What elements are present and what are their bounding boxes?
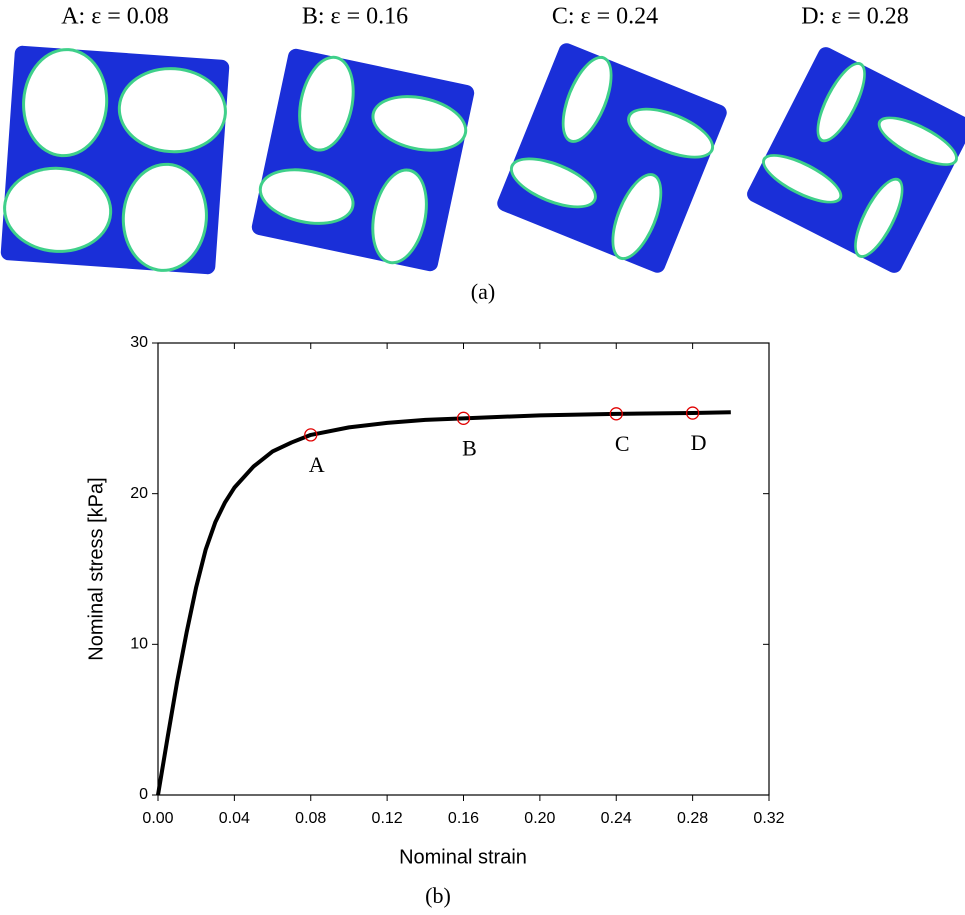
panel-label: D: ε = 0.28	[801, 4, 909, 30]
plot-area: 0.00 0.04 0.08 0.12 0.16 0.20 0.24 0.28 0.32 0 10 2…	[130, 334, 784, 827]
hole	[856, 180, 901, 256]
x-tick-label: 0.20	[524, 810, 555, 827]
x-tick-label: 0.04	[219, 810, 250, 827]
panel-label: B: ε = 0.16	[302, 4, 408, 30]
hole	[124, 165, 205, 269]
y-axis-label: Nominal stress [kPa]	[85, 477, 107, 660]
panel-label: A: ε = 0.08	[61, 4, 169, 30]
plot-frame	[157, 342, 770, 796]
state-marker	[456, 411, 471, 425]
hole	[374, 171, 425, 262]
hole	[880, 119, 956, 164]
state-label: A	[309, 452, 325, 477]
x-tick-label: 0.08	[295, 810, 326, 827]
hole	[614, 176, 660, 258]
hole	[25, 51, 106, 155]
y-tick-label: 10	[130, 636, 148, 653]
x-tick-label: 0.16	[448, 810, 479, 827]
y-tick-label: 0	[139, 786, 148, 803]
hole	[374, 98, 465, 149]
state-label: D	[691, 430, 707, 455]
hole	[564, 58, 610, 140]
state-marker	[685, 406, 700, 420]
simulation-panels	[0, 43, 965, 275]
hole	[261, 171, 352, 222]
deformed-cell	[251, 48, 475, 272]
x-tick-label: 0.32	[753, 810, 784, 827]
deformed-cell	[747, 47, 965, 273]
x-tick-label: 0.00	[142, 810, 173, 827]
y-tick-label: 30	[130, 334, 148, 351]
hole	[764, 156, 840, 201]
hole	[819, 64, 864, 140]
panel-label: C: ε = 0.24	[552, 4, 658, 30]
y-tick-label: 20	[130, 485, 148, 502]
caption: (b)	[425, 883, 451, 908]
deformed-cell	[0, 45, 230, 275]
cell-body	[497, 43, 727, 273]
x-tick-label: 0.28	[677, 810, 708, 827]
state-marker	[609, 407, 623, 421]
x-axis-label: Nominal strain	[399, 846, 527, 868]
cell-body	[251, 48, 475, 272]
x-tick-label: 0.24	[601, 810, 632, 827]
hole	[512, 160, 594, 206]
hole	[630, 110, 712, 156]
state-marker	[304, 428, 318, 442]
hole	[6, 169, 110, 250]
state-label: C	[615, 431, 630, 456]
cell-body	[747, 47, 965, 273]
state-label: B	[462, 435, 477, 460]
caption: (a)	[471, 279, 495, 304]
hole	[120, 70, 224, 151]
stress-strain-curve	[156, 410, 731, 796]
x-tick-label: 0.12	[372, 810, 403, 827]
hole	[301, 58, 352, 149]
deformed-cell	[497, 43, 727, 273]
